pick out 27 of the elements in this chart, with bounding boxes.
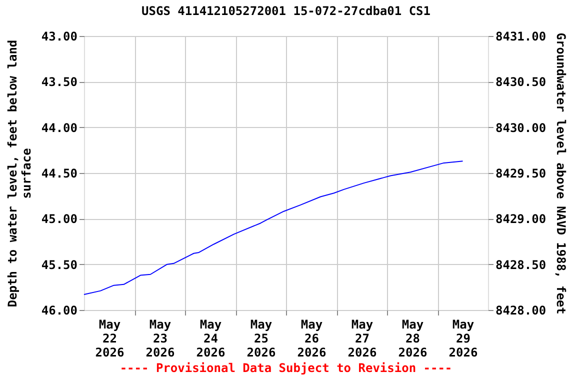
x-tick-label: May 25 2026	[246, 318, 276, 360]
chart-title: USGS 411412105272001 15-072-27cdba01 CS1	[142, 4, 430, 18]
x-tick-label: May 27 2026	[348, 318, 377, 360]
y-tick-label: 45.50	[41, 258, 78, 272]
x-tick-label: May 23 2026	[146, 318, 175, 360]
y2-tick-label: 8430.50	[496, 75, 546, 90]
y-axis-title: Depth to water level, feet below land surface	[5, 40, 34, 308]
y2-tick-label: 8429.00	[496, 212, 546, 226]
y2-tick-label: 8429.50	[496, 166, 546, 180]
y2-tick-label: 8428.50	[496, 258, 546, 272]
y-tick-label: 43.00	[41, 30, 78, 44]
y2-axis-title: Groundwater level above NAVD 1988, feet	[554, 32, 568, 314]
line-series	[84, 160, 464, 295]
x-tick-label: May 28 2026	[398, 318, 428, 360]
y2-tick-label: 8431.00	[496, 30, 546, 44]
x-tick-label: May 26 2026	[297, 318, 326, 360]
text: ---- Provisional Data Subject to Revision ----	[120, 361, 452, 375]
y2-tick-label: 8428.00	[496, 304, 546, 318]
x-tick-label: May 24 2026	[196, 318, 226, 360]
y2-tick-label: 8430.00	[496, 120, 546, 135]
y-tick-label: 45.00	[41, 212, 78, 226]
y-tick-label: 43.50	[41, 75, 78, 90]
y-tick-label: 44.50	[41, 166, 78, 180]
y-tick-label: 46.00	[41, 304, 78, 318]
x-tick-label: May 22 2026	[95, 318, 124, 360]
y-tick-label: 44.00	[41, 120, 78, 135]
x-tick-label: May 29 2026	[448, 318, 478, 360]
